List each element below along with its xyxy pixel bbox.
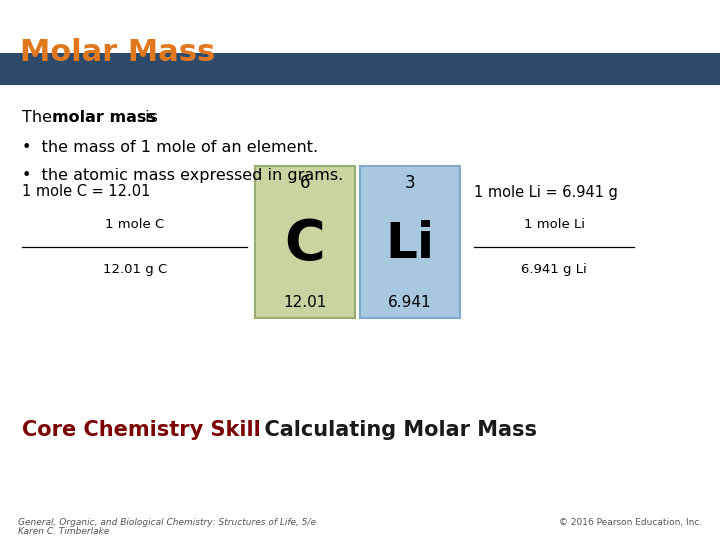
Text: 12.01 g C: 12.01 g C xyxy=(103,262,167,275)
Bar xyxy=(0,53,720,85)
Text: 1 mole C: 1 mole C xyxy=(105,219,165,232)
Text: molar mass: molar mass xyxy=(52,110,156,125)
Text: Core Chemistry Skill: Core Chemistry Skill xyxy=(22,420,261,440)
Text: Li: Li xyxy=(385,220,435,268)
Text: 6.941: 6.941 xyxy=(388,295,432,310)
Text: 6: 6 xyxy=(300,174,310,192)
Text: 12.01: 12.01 xyxy=(283,295,327,310)
Text: Molar Mass: Molar Mass xyxy=(20,38,215,67)
Text: •  the mass of 1 mole of an element.: • the mass of 1 mole of an element. xyxy=(22,140,318,155)
Text: 1 mole C = 12.01: 1 mole C = 12.01 xyxy=(22,185,150,199)
Text: Calculating Molar Mass: Calculating Molar Mass xyxy=(250,420,537,440)
Bar xyxy=(255,166,355,318)
Text: The: The xyxy=(22,110,57,125)
Text: © 2016 Pearson Education, Inc.: © 2016 Pearson Education, Inc. xyxy=(559,518,702,527)
Text: General, Organic, and Biological Chemistry: Structures of Life, 5/e: General, Organic, and Biological Chemist… xyxy=(18,518,316,527)
Text: C: C xyxy=(284,217,325,271)
Text: •  the atomic mass expressed in grams.: • the atomic mass expressed in grams. xyxy=(22,168,343,183)
Text: 6.941 g Li: 6.941 g Li xyxy=(521,262,587,275)
Text: 3: 3 xyxy=(405,174,415,192)
Text: Karen C. Timberlake: Karen C. Timberlake xyxy=(18,527,109,536)
Bar xyxy=(360,166,460,318)
Text: 1 mole Li: 1 mole Li xyxy=(523,219,585,232)
Text: 1 mole Li = 6.941 g: 1 mole Li = 6.941 g xyxy=(474,185,618,199)
Text: is: is xyxy=(140,110,158,125)
